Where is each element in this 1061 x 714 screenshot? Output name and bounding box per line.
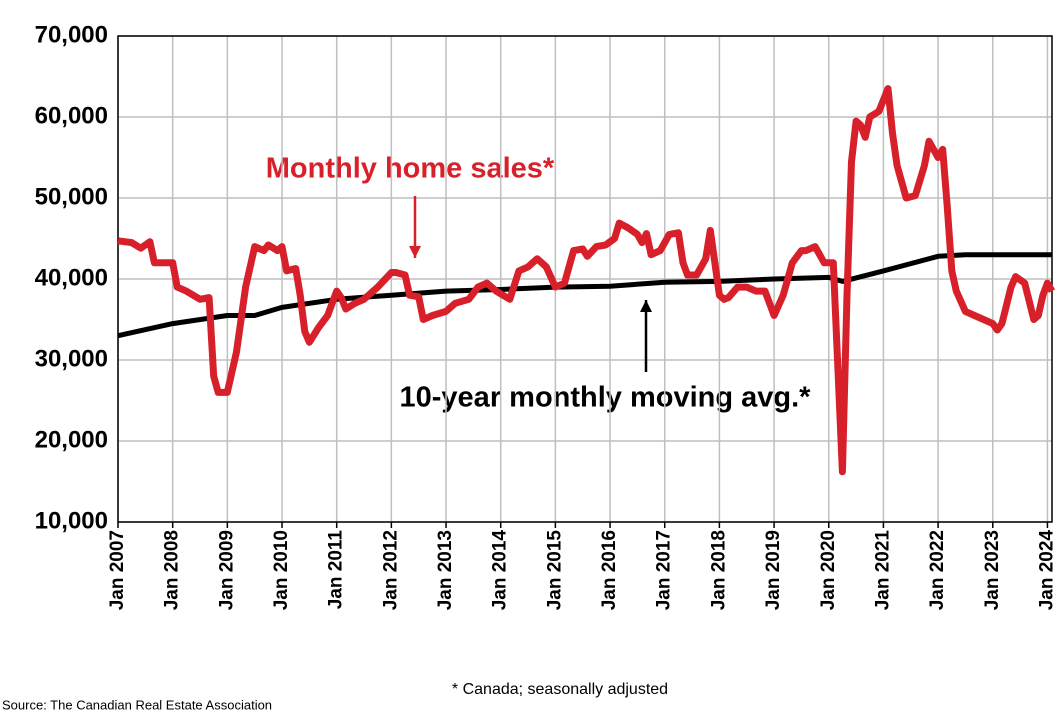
arrow-head xyxy=(409,246,421,258)
annotation: 10-year monthly moving avg.* xyxy=(400,382,812,414)
x-tick-label: Jan 2008 xyxy=(162,530,183,610)
x-tick-label: Jan 2021 xyxy=(872,530,893,611)
x-tick-label: Jan 2018 xyxy=(708,530,729,610)
x-tick-label: Jan 2011 xyxy=(326,530,347,610)
y-tick-label: 40,000 xyxy=(35,264,108,291)
plot-border xyxy=(117,35,1053,523)
x-tick-label: Jan 2024 xyxy=(1036,530,1057,611)
y-tick-label: 50,000 xyxy=(35,183,108,210)
annotation: Monthly home sales* xyxy=(266,153,555,185)
x-tick-label: Jan 2010 xyxy=(271,530,292,610)
x-tick-label: Jan 2012 xyxy=(380,530,401,610)
series-line xyxy=(117,252,1052,339)
y-tick-label: 20,000 xyxy=(35,426,108,453)
y-tick-label: 70,000 xyxy=(35,21,108,48)
x-tick-label: Jan 2019 xyxy=(763,530,784,610)
y-tick-label: 30,000 xyxy=(35,345,108,372)
x-tick-label: Jan 2007 xyxy=(107,530,128,610)
x-tick-label: Jan 2022 xyxy=(927,530,948,610)
x-tick-label: Jan 2016 xyxy=(599,530,620,610)
footnote: * Canada; seasonally adjusted xyxy=(452,681,668,698)
source: Source: The Canadian Real Estate Associa… xyxy=(2,697,272,712)
y-tick-label: 10,000 xyxy=(35,507,108,534)
y-tick-label: 60,000 xyxy=(35,102,108,129)
arrow-head xyxy=(640,300,652,312)
x-tick-label: Jan 2017 xyxy=(654,530,675,610)
x-tick-label: Jan 2009 xyxy=(216,530,237,610)
x-tick-label: Jan 2013 xyxy=(435,530,456,610)
x-tick-label: Jan 2014 xyxy=(490,530,511,611)
x-tick-label: Jan 2015 xyxy=(544,530,565,611)
series-line xyxy=(117,85,1056,476)
x-tick-label: Jan 2023 xyxy=(982,530,1003,610)
x-tick-label: Jan 2020 xyxy=(818,530,839,610)
